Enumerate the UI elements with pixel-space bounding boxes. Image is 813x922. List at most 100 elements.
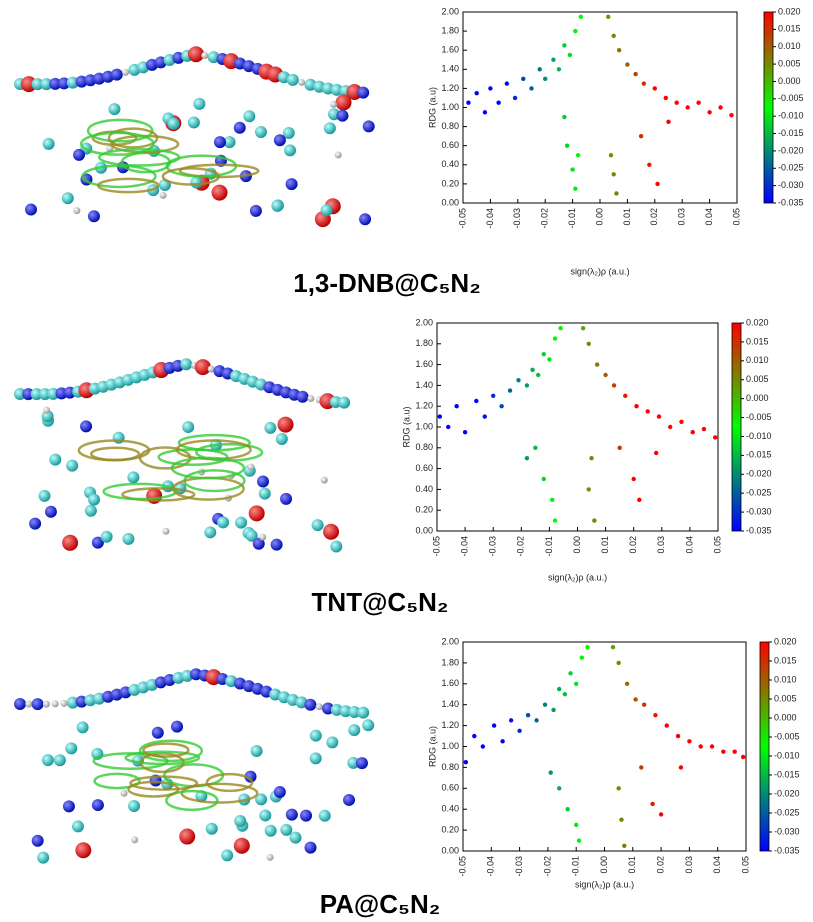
y-tick-label: 2.00: [441, 636, 459, 646]
x-axis-label: sign(λ₂)ρ (a.u.): [575, 879, 634, 889]
point: [610, 645, 616, 650]
atom: [62, 534, 79, 551]
point: [616, 786, 621, 791]
point: [580, 326, 586, 331]
atom: [282, 127, 295, 140]
atom: [37, 851, 50, 864]
colorbar-tick-label: 0.010: [778, 41, 801, 51]
colorbar-tick-label: -0.020: [778, 145, 804, 155]
point: [525, 712, 531, 718]
point: [655, 181, 660, 187]
isosurface: [121, 487, 196, 502]
point: [592, 518, 597, 523]
atom: [311, 519, 324, 532]
y-tick-label: 1.60: [415, 359, 433, 369]
colorbar-tick-label: -0.020: [746, 469, 772, 479]
point: [732, 749, 737, 754]
y-tick-label: 1.80: [415, 338, 433, 348]
atom: [323, 523, 340, 540]
x-tick-label: 0.00: [572, 536, 582, 554]
atom: [362, 120, 375, 133]
atom: [259, 809, 272, 822]
point: [568, 671, 573, 676]
isosurface: [180, 782, 259, 804]
point: [564, 143, 570, 148]
atom: [254, 125, 267, 138]
point: [603, 372, 608, 378]
atom: [243, 110, 256, 123]
atom: [25, 203, 38, 216]
colorbar-tick-label: -0.035: [778, 197, 804, 207]
point: [633, 697, 638, 702]
isosurface: [107, 127, 159, 149]
point: [482, 110, 488, 115]
atom: [280, 823, 293, 836]
point: [701, 426, 707, 432]
atom: [335, 94, 352, 111]
isosurface: [142, 742, 190, 758]
point: [512, 95, 518, 101]
isosurface: [161, 167, 221, 186]
atom: [62, 800, 75, 813]
x-tick-label: 0.04: [712, 856, 722, 874]
point: [578, 14, 584, 19]
point: [535, 372, 541, 378]
x-tick-label: -0.01: [567, 208, 577, 229]
atom: [71, 820, 84, 833]
x-tick-label: 0.01: [600, 536, 610, 554]
atom: [259, 533, 267, 541]
isosurface: [86, 118, 154, 143]
y-tick-label: 1.40: [441, 699, 459, 709]
atom: [25, 700, 33, 708]
colorbar-tick-label: 0.020: [778, 6, 801, 16]
atom: [334, 151, 342, 159]
panels: 0.00 0.20 0.40 0.60 0.80 1.00 1.20 1.40 1.60 1.80…: [14, 6, 804, 919]
atom: [244, 770, 257, 783]
isosurface: [98, 148, 181, 167]
atom: [65, 742, 78, 755]
atom: [235, 516, 248, 529]
point: [652, 86, 657, 91]
x-tick-label: -0.02: [540, 208, 550, 229]
atom: [286, 73, 299, 86]
colorbar-tick-label: -0.025: [778, 163, 804, 173]
atom: [51, 700, 59, 708]
atom: [211, 184, 228, 201]
atom: [131, 836, 139, 844]
atom: [256, 475, 269, 488]
x-tick-label: 0.00: [594, 208, 604, 226]
point: [552, 518, 558, 523]
point: [551, 707, 556, 713]
atom: [249, 204, 262, 217]
atom: [42, 700, 50, 708]
atom: [284, 144, 297, 157]
y-axis-label: RDG (a.u): [427, 87, 437, 128]
point: [623, 393, 628, 398]
point: [653, 712, 658, 718]
colorbar-tick-label: -0.030: [746, 506, 772, 516]
atom: [128, 800, 141, 813]
atom: [338, 396, 351, 409]
isosurface: [165, 789, 219, 812]
x-tick-label: 0.01: [627, 856, 637, 874]
y-tick-label: 1.60: [441, 678, 459, 688]
atom: [31, 834, 44, 847]
point: [530, 367, 535, 372]
x-tick-label: 0.03: [677, 208, 687, 226]
isosurface: [89, 446, 141, 462]
y-tick-label: 1.60: [441, 45, 459, 55]
atom: [213, 136, 226, 149]
x-tick-label: 0.05: [731, 208, 741, 226]
atom: [273, 786, 286, 799]
colorbar-tick-label: -0.035: [746, 525, 772, 535]
atom: [217, 516, 230, 529]
y-tick-label: 0.40: [441, 159, 459, 169]
point: [550, 497, 555, 502]
atom: [320, 204, 333, 217]
y-tick-label: 0.80: [415, 442, 433, 452]
atom: [30, 388, 43, 401]
colorbar-tick-label: -0.005: [774, 731, 800, 741]
panel-label: PA@C₅N₂: [320, 889, 441, 919]
x-axis-label: sign(λ₂)ρ (a.u.): [548, 572, 607, 582]
